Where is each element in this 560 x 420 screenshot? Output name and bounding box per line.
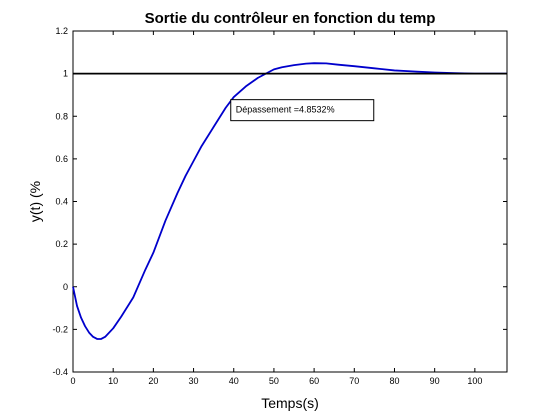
x-tick-label: 30 (189, 376, 199, 386)
x-tick-label: 60 (309, 376, 319, 386)
x-axis-ticks: 0 10 20 30 40 50 60 70 80 90 100 (70, 31, 482, 386)
y-axis-ticks: -0.4 -0.2 0 0.2 0.4 0.6 0.8 1 1.2 (52, 26, 507, 377)
y-tick-label: 0.6 (55, 154, 68, 164)
y-tick-label: 0.4 (55, 197, 68, 207)
x-tick-label: 100 (467, 376, 482, 386)
x-tick-label: 0 (70, 376, 75, 386)
y-tick-label: 0.2 (55, 239, 68, 249)
y-tick-label: 1.2 (55, 26, 68, 36)
x-tick-label: 50 (269, 376, 279, 386)
response-line (72, 62, 507, 340)
y-tick-label: 1 (63, 69, 68, 79)
plot-area (72, 30, 508, 373)
x-tick-label: 80 (389, 376, 399, 386)
annotation-text: Dépassement =4.8532% (236, 105, 335, 115)
x-tick-label: 10 (108, 376, 118, 386)
y-tick-label: -0.2 (52, 324, 68, 334)
y-tick-label: -0.4 (52, 367, 68, 377)
x-tick-label: 40 (229, 376, 239, 386)
x-tick-label: 70 (349, 376, 359, 386)
y-axis-label: y(t) (% (27, 181, 43, 222)
y-tick-label: 0 (63, 282, 68, 292)
y-tick-label: 0.8 (55, 111, 68, 121)
series-group (72, 62, 507, 340)
x-tick-label: 20 (148, 376, 158, 386)
x-axis-label: Temps(s) (261, 395, 319, 411)
x-tick-label: 90 (430, 376, 440, 386)
annotation-box (230, 99, 375, 122)
annotation: Dépassement =4.8532% (230, 99, 375, 122)
chart-title: Sortie du contrôleur en fonction du temp (145, 10, 436, 27)
